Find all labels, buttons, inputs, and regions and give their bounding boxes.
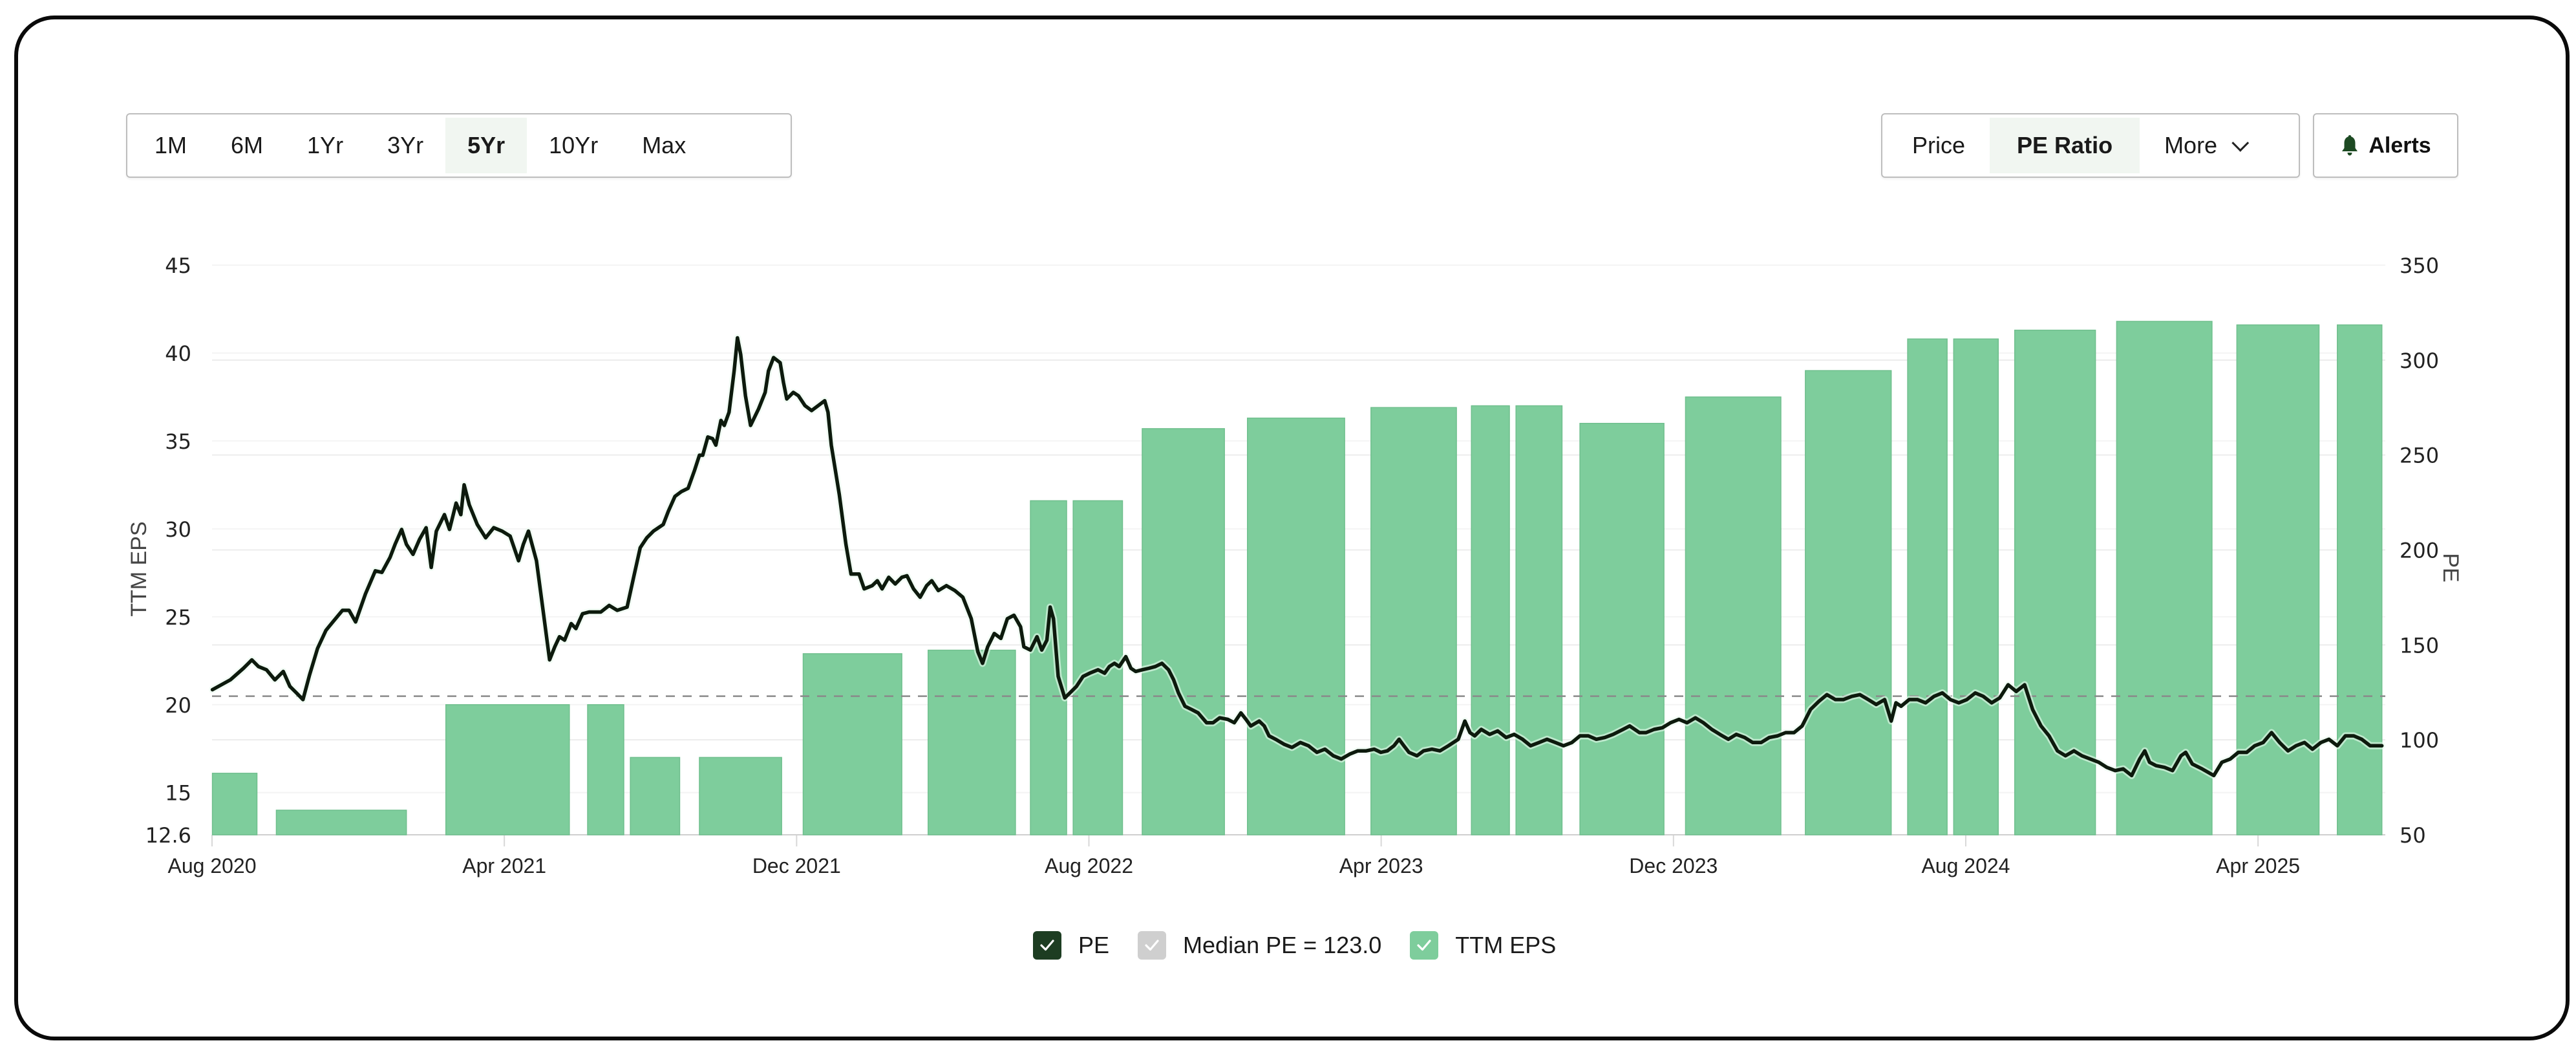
x-tick-label: Dec 2023 bbox=[1629, 854, 1718, 877]
eps-bar[interactable] bbox=[928, 649, 1016, 835]
median-pe-checkbox[interactable] bbox=[1138, 931, 1167, 960]
alerts-button[interactable]: Alerts bbox=[2313, 113, 2458, 178]
eps-bar[interactable] bbox=[630, 757, 681, 835]
pe-line bbox=[209, 334, 2386, 779]
x-tick-label: Apr 2025 bbox=[2216, 854, 2300, 877]
legend-pe-label: PE bbox=[1078, 932, 1110, 958]
y-left-tick-label: 40 bbox=[165, 341, 191, 366]
y-left-tick-label: 20 bbox=[165, 693, 191, 718]
more-label: More bbox=[2164, 132, 2218, 158]
eps-bar[interactable] bbox=[1579, 422, 1665, 835]
pe-line-path[interactable] bbox=[210, 336, 2384, 778]
axes: 45 40 35 30 25 20 15 12.6 350 300 250 200 150 100 50 Au… bbox=[127, 253, 2463, 877]
range-1yr-button[interactable]: 1Yr bbox=[307, 132, 344, 158]
y-right-axis-title: PE bbox=[2438, 553, 2463, 582]
check-icon bbox=[1145, 940, 1159, 951]
check-icon bbox=[1417, 940, 1431, 951]
ttm-eps-checkbox[interactable] bbox=[1410, 931, 1439, 960]
y-right-tick-label: 100 bbox=[2400, 728, 2439, 753]
y-right-tick-label: 350 bbox=[2400, 253, 2439, 278]
check-icon bbox=[1040, 940, 1054, 951]
y-right-tick-label: 250 bbox=[2400, 444, 2439, 468]
eps-bar[interactable] bbox=[2116, 321, 2213, 835]
eps-bar[interactable] bbox=[802, 653, 902, 835]
y-left-tick-label: 12.6 bbox=[145, 823, 191, 848]
y-right-tick-label: 200 bbox=[2400, 539, 2439, 563]
x-tick-label: Aug 2024 bbox=[1921, 854, 2010, 877]
eps-bar[interactable] bbox=[1471, 405, 1510, 835]
eps-bar[interactable] bbox=[1685, 396, 1782, 835]
range-10yr-button[interactable]: 10Yr bbox=[549, 132, 599, 158]
eps-bar[interactable] bbox=[2337, 324, 2383, 835]
legend-median-label: Median PE = 123.0 bbox=[1183, 932, 1382, 958]
eps-bar[interactable] bbox=[1907, 338, 1948, 835]
legend-ttm-eps[interactable]: TTM EPS bbox=[1410, 931, 1556, 960]
eps-bar[interactable] bbox=[587, 704, 624, 835]
eps-bar[interactable] bbox=[1805, 370, 1892, 835]
x-tick-label: Apr 2021 bbox=[462, 854, 546, 877]
y-right-tick-label: 50 bbox=[2400, 823, 2426, 848]
eps-bar[interactable] bbox=[699, 757, 782, 835]
y-left-axis-title: TTM EPS bbox=[127, 521, 151, 616]
y-left-tick-label: 45 bbox=[165, 253, 191, 278]
x-tick-label: Aug 2020 bbox=[167, 854, 256, 877]
eps-bar[interactable] bbox=[1030, 500, 1067, 835]
legend-pe[interactable]: PE bbox=[1033, 931, 1109, 960]
eps-bar[interactable] bbox=[211, 773, 258, 835]
y-left-tick-label: 35 bbox=[165, 429, 191, 454]
range-6m-button[interactable]: 6M bbox=[231, 132, 264, 158]
eps-bar[interactable] bbox=[275, 810, 407, 835]
alerts-label: Alerts bbox=[2368, 133, 2431, 158]
chart-legend: PE Median PE = 123.0 TTM EPS bbox=[1033, 931, 1584, 960]
more-dropdown[interactable]: More bbox=[2140, 118, 2268, 173]
range-1m-button[interactable]: 1M bbox=[154, 132, 187, 158]
range-3yr-button[interactable]: 3Yr bbox=[387, 132, 424, 158]
legend-median-pe[interactable]: Median PE = 123.0 bbox=[1138, 931, 1381, 960]
tab-pe-ratio[interactable]: PE Ratio bbox=[1990, 118, 2140, 173]
y-left-tick-label: 15 bbox=[165, 781, 191, 806]
bell-icon bbox=[2342, 135, 2358, 156]
time-range-selector: 1M 6M 1Yr 3Yr 5Yr 10Yr Max bbox=[126, 113, 792, 178]
eps-bar[interactable] bbox=[1953, 338, 1999, 835]
legend-eps-label: TTM EPS bbox=[1455, 932, 1557, 958]
eps-bar[interactable] bbox=[1515, 405, 1563, 835]
range-5yr-button[interactable]: 5Yr bbox=[445, 118, 527, 173]
pe-checkbox[interactable] bbox=[1033, 931, 1061, 960]
x-tick-label: Dec 2021 bbox=[752, 854, 841, 877]
eps-bar[interactable] bbox=[445, 704, 570, 835]
eps-bar[interactable] bbox=[1370, 407, 1457, 835]
y-left-tick-label: 25 bbox=[165, 605, 191, 630]
y-right-tick-label: 150 bbox=[2400, 633, 2439, 658]
eps-bar[interactable] bbox=[1142, 428, 1225, 835]
y-right-tick-label: 300 bbox=[2400, 349, 2439, 373]
x-tick-label: Apr 2023 bbox=[1339, 854, 1423, 877]
eps-bar[interactable] bbox=[1247, 417, 1345, 835]
eps-bar[interactable] bbox=[2236, 324, 2320, 835]
metric-selector: Price PE Ratio More bbox=[1881, 113, 2300, 178]
range-max-button[interactable]: Max bbox=[642, 132, 687, 158]
tab-price[interactable]: Price bbox=[1912, 132, 1966, 158]
x-tick-label: Aug 2022 bbox=[1045, 854, 1133, 877]
y-left-tick-label: 30 bbox=[165, 517, 191, 542]
